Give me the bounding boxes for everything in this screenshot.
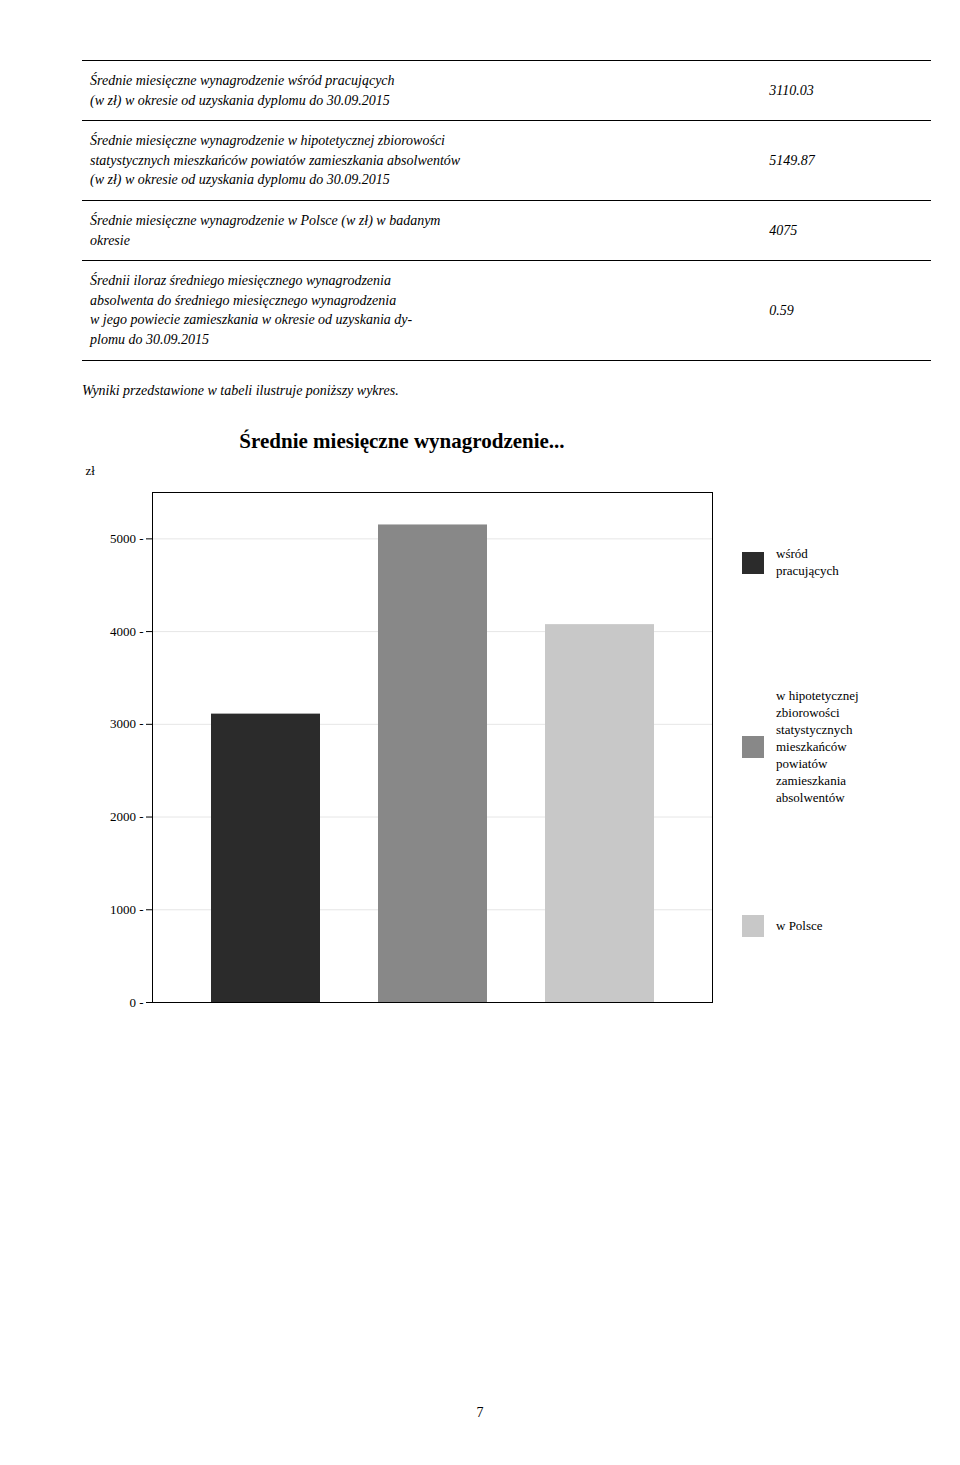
svg-text:zł: zł [86, 462, 96, 477]
html-text:0.59: 0.59 [769, 302, 794, 318]
html-text:w Polsce: w Polsce [776, 917, 823, 933]
html-text:w hipotetycznej zbiorowości st: w hipotetycznej zbiorowości statystyczny… [776, 688, 859, 805]
html-text:7: 7 [476, 1405, 484, 1420]
html-text:4075: 4075 [769, 222, 798, 238]
html-text:wśród pracujących: wśród pracujących [776, 545, 839, 578]
html-text:Wyniki przedstawione w tabeli: Wyniki przedstawione w tabeli ilustruje … [82, 382, 399, 398]
svg-text:4000 -: 4000 - [110, 623, 144, 638]
html-text:Średnii iloraz średniego miesi: Średnii iloraz średniego miesięcznego wy… [90, 273, 413, 347]
html-text:Średnie miesięczne wynagrodzen: Średnie miesięczne wynagrodzenie w hipot… [90, 133, 461, 188]
svg-text:5000 -: 5000 - [110, 531, 144, 546]
svg-text:2000 -: 2000 - [110, 809, 144, 824]
svg-text:3000 -: 3000 - [110, 716, 144, 731]
html-text:Średnie miesięczne wynagrodzen: Średnie miesięczne wynagrodzenie wśród p… [90, 73, 395, 108]
svg-text:0 -: 0 - [129, 994, 143, 1009]
html-text:Średnie miesięczne wynagrodzen: Średnie miesięczne wynagrodzenie... [239, 428, 565, 453]
svg-text:1000 -: 1000 - [110, 901, 144, 916]
html-text:3110.03: 3110.03 [769, 82, 814, 98]
html-text:5149.87: 5149.87 [769, 152, 815, 168]
html-text:Średnie miesięczne wynagrodzen: Średnie miesięczne wynagrodzenie w Polsc… [90, 213, 441, 248]
